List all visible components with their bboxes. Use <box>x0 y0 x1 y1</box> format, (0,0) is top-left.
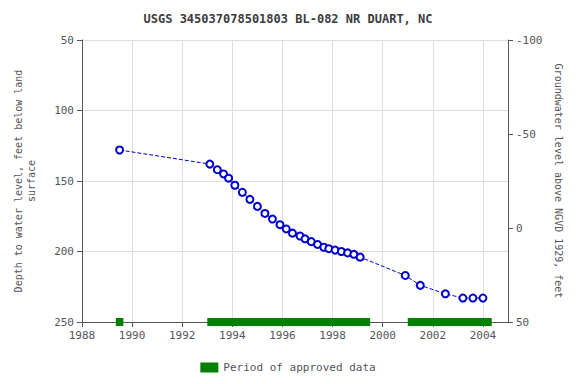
svg-text:1998: 1998 <box>319 329 346 342</box>
svg-text:0: 0 <box>516 222 523 235</box>
svg-text:Period of approved data: Period of approved data <box>223 361 375 374</box>
svg-text:1994: 1994 <box>219 329 246 342</box>
svg-text:surface: surface <box>26 160 37 202</box>
svg-text:50: 50 <box>516 316 529 329</box>
svg-text:-50: -50 <box>516 128 536 141</box>
svg-text:Depth to water level, feet bel: Depth to water level, feet below land <box>13 70 24 293</box>
svg-text:100: 100 <box>54 104 74 117</box>
svg-text:1992: 1992 <box>169 329 196 342</box>
svg-text:2004: 2004 <box>470 329 497 342</box>
svg-text:250: 250 <box>54 316 74 329</box>
svg-text:150: 150 <box>54 175 74 188</box>
svg-text:1988: 1988 <box>69 329 96 342</box>
svg-text:1996: 1996 <box>269 329 296 342</box>
svg-text:-100: -100 <box>516 34 543 47</box>
svg-text:USGS 345037078501803 BL-082 NR: USGS 345037078501803 BL-082 NR DUART, NC <box>144 12 433 26</box>
svg-text:50: 50 <box>61 34 74 47</box>
svg-text:1990: 1990 <box>119 329 146 342</box>
svg-text:2000: 2000 <box>369 329 396 342</box>
svg-text:2002: 2002 <box>420 329 447 342</box>
svg-text:Groundwater level above NGVD 1: Groundwater level above NGVD 1929, feet <box>553 64 564 299</box>
svg-text:200: 200 <box>54 245 74 258</box>
